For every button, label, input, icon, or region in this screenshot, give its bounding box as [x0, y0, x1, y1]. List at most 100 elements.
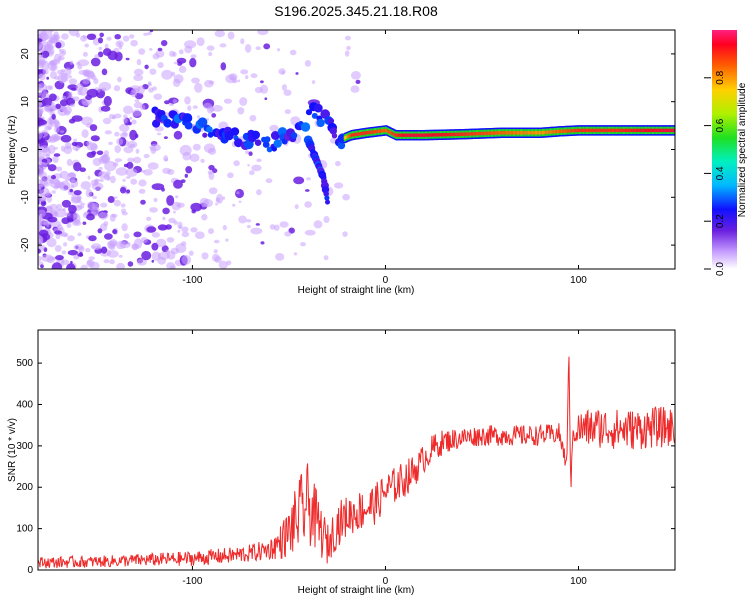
- ridge-band-core: [628, 128, 631, 133]
- spectrogram-speckle: [82, 51, 88, 57]
- spectrogram-speckle: [127, 261, 134, 267]
- spectrogram-speckle: [312, 80, 316, 85]
- ridge-band-core: [560, 129, 563, 133]
- ridge-band-core: [442, 133, 445, 137]
- spectrogram-speckle: [249, 170, 255, 176]
- spectrogram-speckle: [146, 226, 157, 233]
- ridge-blob: [300, 122, 311, 132]
- ridge-band-core: [358, 132, 361, 136]
- spectrogram-speckle: [237, 79, 240, 83]
- spectrogram-speckle: [122, 178, 126, 182]
- ridge-blob: [337, 141, 346, 150]
- ridge-band-core: [354, 132, 357, 137]
- spectrogram-speckle: [191, 77, 200, 84]
- ridge-band-core: [457, 132, 460, 136]
- ridge-band-core: [577, 128, 580, 133]
- spectrogram-speckle: [157, 224, 168, 231]
- ridge-band-core: [646, 128, 648, 133]
- ridge-band-core: [661, 128, 664, 133]
- spectrogram-speckle: [38, 255, 42, 262]
- spectrogram-speckle: [60, 134, 72, 143]
- spectrogram-speckle: [247, 224, 251, 229]
- spectrogram-speckle: [149, 207, 158, 213]
- ridge-blob: [206, 126, 213, 133]
- ridge-blob: [271, 146, 277, 152]
- ridge-band-core: [512, 131, 515, 135]
- ridge-band-core: [361, 131, 364, 136]
- spectrogram-speckle: [228, 73, 238, 81]
- spectrogram-speckle: [51, 262, 63, 269]
- spectrogram-speckle: [284, 109, 291, 115]
- ridge-band-core: [445, 132, 448, 137]
- ridge-band-core: [534, 131, 537, 135]
- spectrogram-speckle: [200, 158, 205, 163]
- ridge-band-core: [473, 132, 476, 136]
- spectrogram-speckle: [46, 175, 52, 182]
- ridge-band-core: [558, 129, 560, 134]
- spectrogram-speckle: [189, 153, 200, 162]
- ridge-band-core: [422, 133, 425, 137]
- spectrogram-speckle: [69, 103, 76, 108]
- ridge-band-core: [598, 128, 601, 133]
- spectrogram-speckle: [66, 222, 72, 229]
- ridge-blob: [311, 112, 318, 119]
- spectrogram-speckle: [240, 38, 245, 45]
- ridge-band-core: [489, 131, 492, 135]
- ridge-blob: [305, 109, 313, 116]
- ridge-band-core: [360, 132, 362, 136]
- ridge-band-core: [584, 128, 587, 133]
- spectrogram-speckle: [190, 54, 197, 59]
- ridge-band-core: [544, 130, 547, 135]
- spectrogram-speckle: [38, 83, 48, 92]
- spectrogram-speckle: [72, 144, 81, 151]
- spectrogram-speckle: [346, 45, 351, 51]
- snr-panel: -100 0 100 0 100 200 300 400 500 Height of stra…: [7, 329, 676, 596]
- spectrogram-speckle: [107, 196, 115, 203]
- ridge-band-core: [351, 133, 354, 137]
- ridge-band-core: [524, 131, 527, 135]
- ridge-band-core: [494, 131, 497, 135]
- ridge-band-core: [538, 131, 541, 135]
- ridge-blob: [197, 117, 208, 128]
- ridge-band-core: [376, 129, 379, 134]
- spectrogram-speckle: [147, 162, 159, 170]
- ridge-band-core: [521, 131, 523, 135]
- spectrogram-speckle: [255, 46, 261, 51]
- snr-x-ticks: -100 0 100: [182, 330, 587, 587]
- ridge-band-core: [589, 128, 592, 133]
- spectrogram-speckle: [113, 199, 121, 207]
- ridge-band-core: [635, 128, 638, 133]
- ridge-band-core: [416, 133, 419, 137]
- ridge-band-core: [456, 132, 459, 137]
- spectrogram-speckle: [157, 251, 170, 260]
- spectrogram-speckle: [86, 88, 99, 98]
- spectrogram-speckle: [43, 104, 54, 112]
- spectrogram-speckle: [197, 115, 200, 119]
- ridge-band-core: [438, 133, 441, 137]
- spectrogram-speckle: [73, 162, 82, 172]
- ridge-band-core: [502, 131, 505, 135]
- colorbar-tick-label: 0.6: [715, 118, 726, 132]
- spectrogram-speckle: [248, 151, 253, 156]
- ridge-band-core: [382, 129, 384, 133]
- spectrogram-speckle: [135, 148, 140, 154]
- spectrogram-speckle: [204, 79, 214, 88]
- ridge-band-core: [450, 132, 453, 137]
- ridge-band-core: [364, 131, 367, 135]
- ridge-blob: [331, 133, 338, 139]
- ridge-band-core: [485, 131, 488, 136]
- spectrogram-speckle: [120, 203, 126, 208]
- spectrogram-speckle: [269, 224, 276, 230]
- ridge-band-core: [570, 129, 573, 133]
- spectrogram-speckle: [350, 71, 361, 80]
- spectrogram-speckle: [38, 131, 43, 140]
- ridge-band-core: [654, 128, 657, 133]
- ridge-band-core: [459, 132, 462, 136]
- spectrogram-x-axis-label: Height of straight line (km): [298, 285, 415, 296]
- ridge-band-core: [636, 128, 639, 133]
- ridge-band-core: [665, 128, 668, 133]
- spectrogram-speckle: [265, 178, 273, 184]
- ridge-band-core: [370, 130, 373, 134]
- spectrogram-speckle: [109, 239, 118, 247]
